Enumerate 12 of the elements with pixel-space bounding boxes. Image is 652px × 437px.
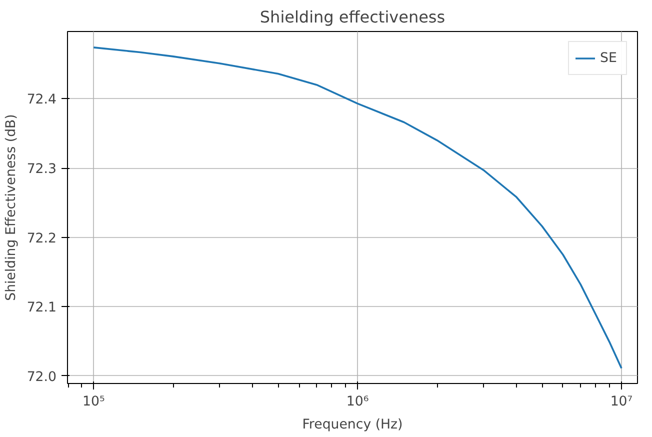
x-tick-label: 10⁷ bbox=[610, 394, 633, 410]
x-axis-title: Frequency (Hz) bbox=[302, 418, 403, 432]
x-tick-label: 10⁶ bbox=[346, 394, 369, 410]
legend-label: SE bbox=[600, 50, 618, 66]
y-tick-label: 72.0 bbox=[26, 370, 57, 385]
x-tick-label: 10⁵ bbox=[82, 394, 105, 410]
y-tick-label: 72.4 bbox=[26, 92, 57, 108]
y-tick-label: 72.3 bbox=[26, 162, 57, 178]
y-axis-title: Shielding Effectiveness (dB) bbox=[4, 114, 19, 301]
y-tick-label: 72.2 bbox=[26, 231, 57, 246]
chart-title: Shielding effectiveness bbox=[260, 8, 446, 26]
y-tick-label: 72.1 bbox=[26, 300, 57, 316]
